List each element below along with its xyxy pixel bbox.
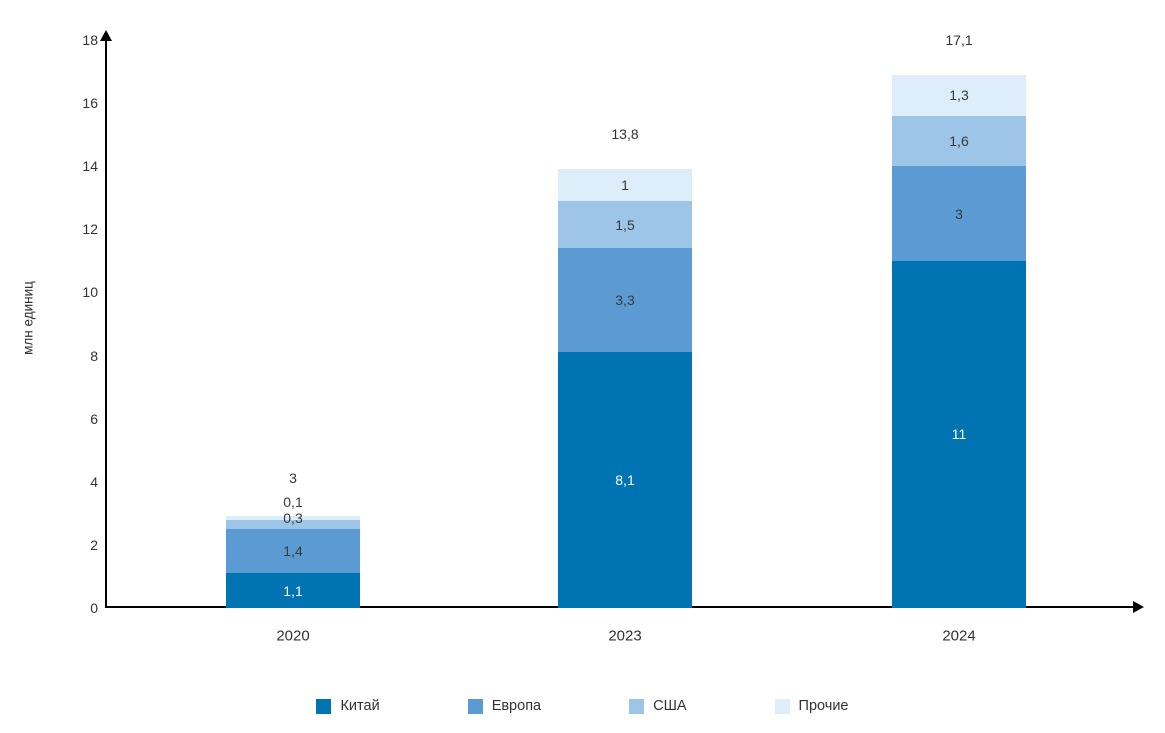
- bar-segment: [892, 260, 1026, 608]
- legend-swatch-icon: [316, 698, 332, 714]
- legend-label: США: [653, 698, 687, 714]
- y-axis-arrow-icon: [100, 30, 112, 41]
- legend-swatch-icon: [629, 698, 645, 714]
- legend-label: Европа: [491, 698, 542, 714]
- segment-value-label: 1,1: [283, 582, 303, 599]
- legend-swatch-icon: [774, 698, 790, 714]
- bar-segment: [892, 74, 1026, 116]
- legend-swatch-icon: [467, 698, 483, 714]
- legend-item: США: [629, 698, 687, 714]
- total-label: 13,8: [611, 126, 639, 143]
- y-tick-label: 10: [82, 284, 98, 301]
- total-label: 3: [289, 470, 297, 487]
- y-tick-label: 8: [90, 347, 98, 364]
- legend: Китай Европа США Прочие: [0, 698, 1165, 714]
- legend-item: Европа: [467, 698, 542, 714]
- y-tick-label: 12: [82, 221, 98, 238]
- bar-segment: [226, 519, 360, 530]
- total-label: 17,1: [945, 31, 973, 48]
- bar-segment: [558, 200, 692, 249]
- bar-segment: [226, 573, 360, 608]
- y-tick-label: 0: [90, 600, 98, 616]
- segment-value-label: 1,5: [615, 216, 635, 233]
- segment-value-label: 0,3: [283, 510, 303, 527]
- bar-segment: [226, 516, 360, 520]
- x-axis-arrow-icon: [1133, 601, 1144, 613]
- segment-value-label: 0,1: [283, 494, 303, 511]
- y-tick-label: 16: [82, 95, 98, 112]
- segment-value-label: 8,1: [615, 472, 635, 489]
- y-axis: [105, 38, 107, 608]
- segment-value-label: 1: [621, 177, 629, 194]
- x-category-label: 2024: [942, 627, 976, 645]
- legend-item: Китай: [316, 698, 380, 714]
- segment-value-label: 3,3: [615, 292, 635, 309]
- bar-segment: [892, 115, 1026, 167]
- y-tick-label: 14: [82, 158, 98, 175]
- bar-segment: [226, 529, 360, 574]
- segment-value-label: 3: [955, 205, 963, 222]
- x-category-label: 2023: [608, 627, 642, 645]
- bar-segment: [558, 352, 692, 608]
- y-axis-label: млн единиц: [20, 281, 36, 355]
- bar-segment: [892, 166, 1026, 261]
- bar-segment: [558, 248, 692, 353]
- legend-item: Прочие: [774, 698, 849, 714]
- segment-value-label: 1,3: [949, 87, 969, 104]
- y-tick-label: 4: [90, 473, 98, 490]
- x-category-label: 2020: [276, 627, 310, 645]
- y-tick-label: 18: [82, 32, 98, 48]
- y-tick-label: 6: [90, 410, 98, 427]
- segment-value-label: 11: [951, 426, 967, 443]
- legend-label: Прочие: [798, 698, 849, 714]
- y-tick-label: 2: [90, 536, 98, 553]
- legend-label: Китай: [340, 698, 380, 714]
- bar-segment: [558, 169, 692, 201]
- segment-value-label: 1,4: [283, 543, 303, 560]
- segment-value-label: 1,6: [949, 132, 969, 149]
